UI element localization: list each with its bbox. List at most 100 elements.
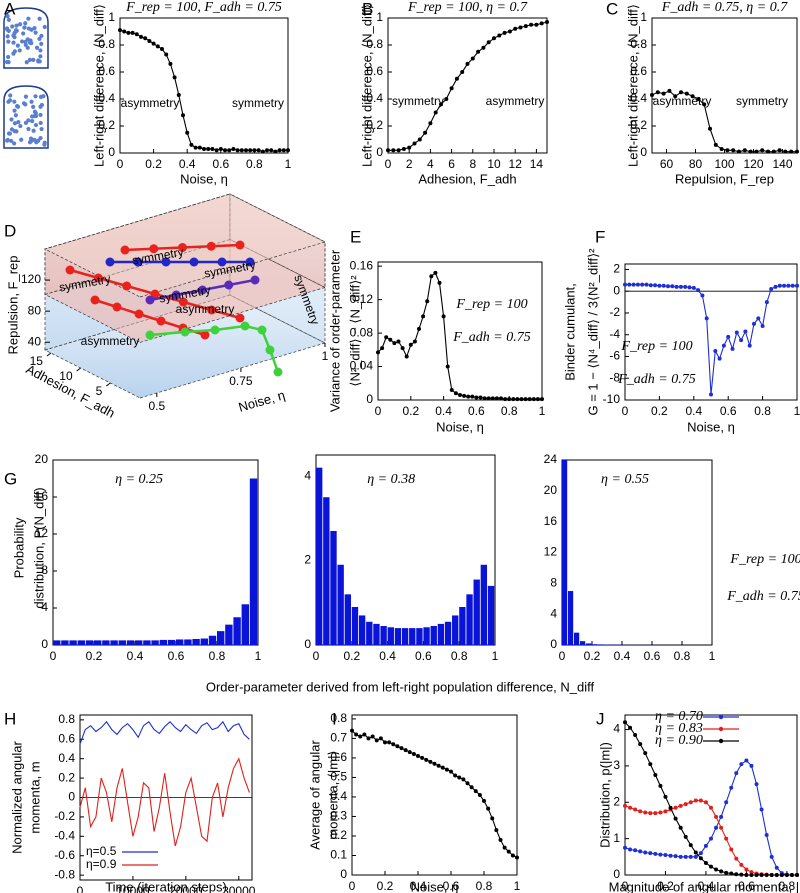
legend-label: η=0.9 bbox=[86, 857, 117, 871]
bar bbox=[409, 628, 416, 645]
data-point bbox=[502, 30, 507, 35]
z-tick-label: 120 bbox=[21, 272, 41, 286]
chain-dot bbox=[250, 275, 260, 285]
y-axis-label: Distribution, p(|m|) bbox=[597, 742, 612, 848]
data-point bbox=[168, 61, 173, 66]
data-point bbox=[658, 783, 663, 788]
chain-dot bbox=[180, 327, 190, 337]
y-tick-label: 4 bbox=[550, 606, 557, 620]
data-point bbox=[655, 90, 660, 95]
bar bbox=[394, 628, 402, 645]
cell bbox=[29, 114, 35, 119]
y-tick bbox=[106, 382, 111, 387]
data-point bbox=[724, 870, 729, 875]
data-point bbox=[444, 97, 449, 101]
y-axis-label: Left-right difference, ⟨N_diff⟩ bbox=[625, 4, 640, 167]
data-point bbox=[281, 148, 286, 153]
bar bbox=[430, 626, 437, 645]
data-point bbox=[449, 769, 453, 774]
data-point bbox=[482, 798, 486, 803]
annotation: F_adh = 0.75 bbox=[452, 330, 531, 345]
annotation: asymmetry bbox=[653, 94, 712, 108]
data-point bbox=[227, 148, 232, 153]
chain-dot bbox=[145, 330, 155, 340]
data-point bbox=[760, 148, 765, 153]
cell bbox=[17, 48, 22, 53]
data-point bbox=[401, 146, 406, 151]
data-point bbox=[726, 334, 731, 339]
data-point bbox=[490, 816, 495, 821]
chain-dot bbox=[93, 273, 103, 283]
data-point bbox=[260, 149, 265, 154]
y-tick-label: 0.12 bbox=[350, 292, 374, 306]
data-point bbox=[423, 130, 428, 135]
chart-title: F_rep = 100, F_adh = 0.75 bbox=[125, 0, 282, 15]
data-point bbox=[470, 56, 475, 61]
bar bbox=[217, 631, 225, 645]
cell bbox=[37, 16, 42, 21]
data-point bbox=[784, 873, 789, 877]
cell bbox=[38, 112, 43, 118]
data-point bbox=[773, 284, 778, 289]
y-tick-label: -0.4 bbox=[54, 828, 75, 842]
bar bbox=[151, 640, 159, 645]
data-point bbox=[628, 725, 633, 730]
cell bbox=[4, 26, 10, 31]
data-point bbox=[749, 873, 754, 877]
x-tick-label: 0.6 bbox=[443, 879, 460, 893]
data-point bbox=[714, 825, 719, 830]
data-point bbox=[683, 854, 688, 859]
data-point bbox=[515, 397, 520, 402]
x-tick-label: 0.4 bbox=[127, 649, 144, 663]
x-tick-label: 1 bbox=[709, 649, 716, 663]
data-point bbox=[502, 845, 507, 850]
x-tick-label: 60 bbox=[660, 157, 674, 171]
annotation: F_adh = 0.75 bbox=[617, 372, 696, 387]
data-point bbox=[428, 121, 433, 126]
cell bbox=[36, 59, 41, 64]
y-tick-label: 0 bbox=[550, 637, 557, 651]
data-point bbox=[633, 733, 638, 737]
panel-letter: E bbox=[350, 227, 361, 246]
bar bbox=[110, 640, 118, 645]
data-point bbox=[653, 283, 658, 288]
data-point bbox=[734, 856, 739, 861]
bar bbox=[102, 640, 110, 645]
bar bbox=[401, 628, 409, 645]
chain-dot bbox=[210, 325, 220, 335]
data-point bbox=[523, 397, 528, 402]
bar bbox=[176, 639, 184, 645]
x-tick-label: 10000 bbox=[116, 884, 150, 893]
x-axis-label: Noise, η bbox=[411, 879, 459, 893]
data-point bbox=[540, 397, 544, 402]
x-tick-label: 0 bbox=[375, 404, 382, 418]
data-point bbox=[650, 92, 654, 97]
legend-marker bbox=[718, 726, 724, 732]
data-point bbox=[400, 346, 405, 351]
data-point bbox=[764, 300, 769, 305]
x-tick-label: 1 bbox=[285, 157, 292, 171]
y-tick-label: 12 bbox=[35, 526, 49, 540]
chain-dot bbox=[217, 257, 227, 267]
data-point bbox=[795, 149, 799, 154]
x-tick-label: 0.2 bbox=[86, 649, 103, 663]
data-line bbox=[119, 29, 288, 153]
data-point bbox=[429, 274, 434, 279]
data-point bbox=[648, 811, 653, 816]
data-point bbox=[696, 288, 701, 293]
data-point bbox=[749, 763, 754, 768]
data-point bbox=[210, 146, 215, 151]
y-tick-label: 15 bbox=[30, 354, 44, 368]
cell bbox=[42, 142, 47, 147]
chain-dot bbox=[156, 316, 166, 326]
bar bbox=[358, 615, 366, 645]
y-tick-label: 0 bbox=[640, 145, 647, 159]
cell bbox=[12, 49, 17, 54]
bar bbox=[241, 604, 249, 645]
data-point bbox=[754, 873, 759, 877]
data-point bbox=[362, 732, 367, 737]
cell bbox=[31, 57, 36, 62]
cell bbox=[19, 39, 25, 44]
data-point bbox=[486, 396, 491, 401]
x-tick-label: 4 bbox=[427, 157, 434, 171]
